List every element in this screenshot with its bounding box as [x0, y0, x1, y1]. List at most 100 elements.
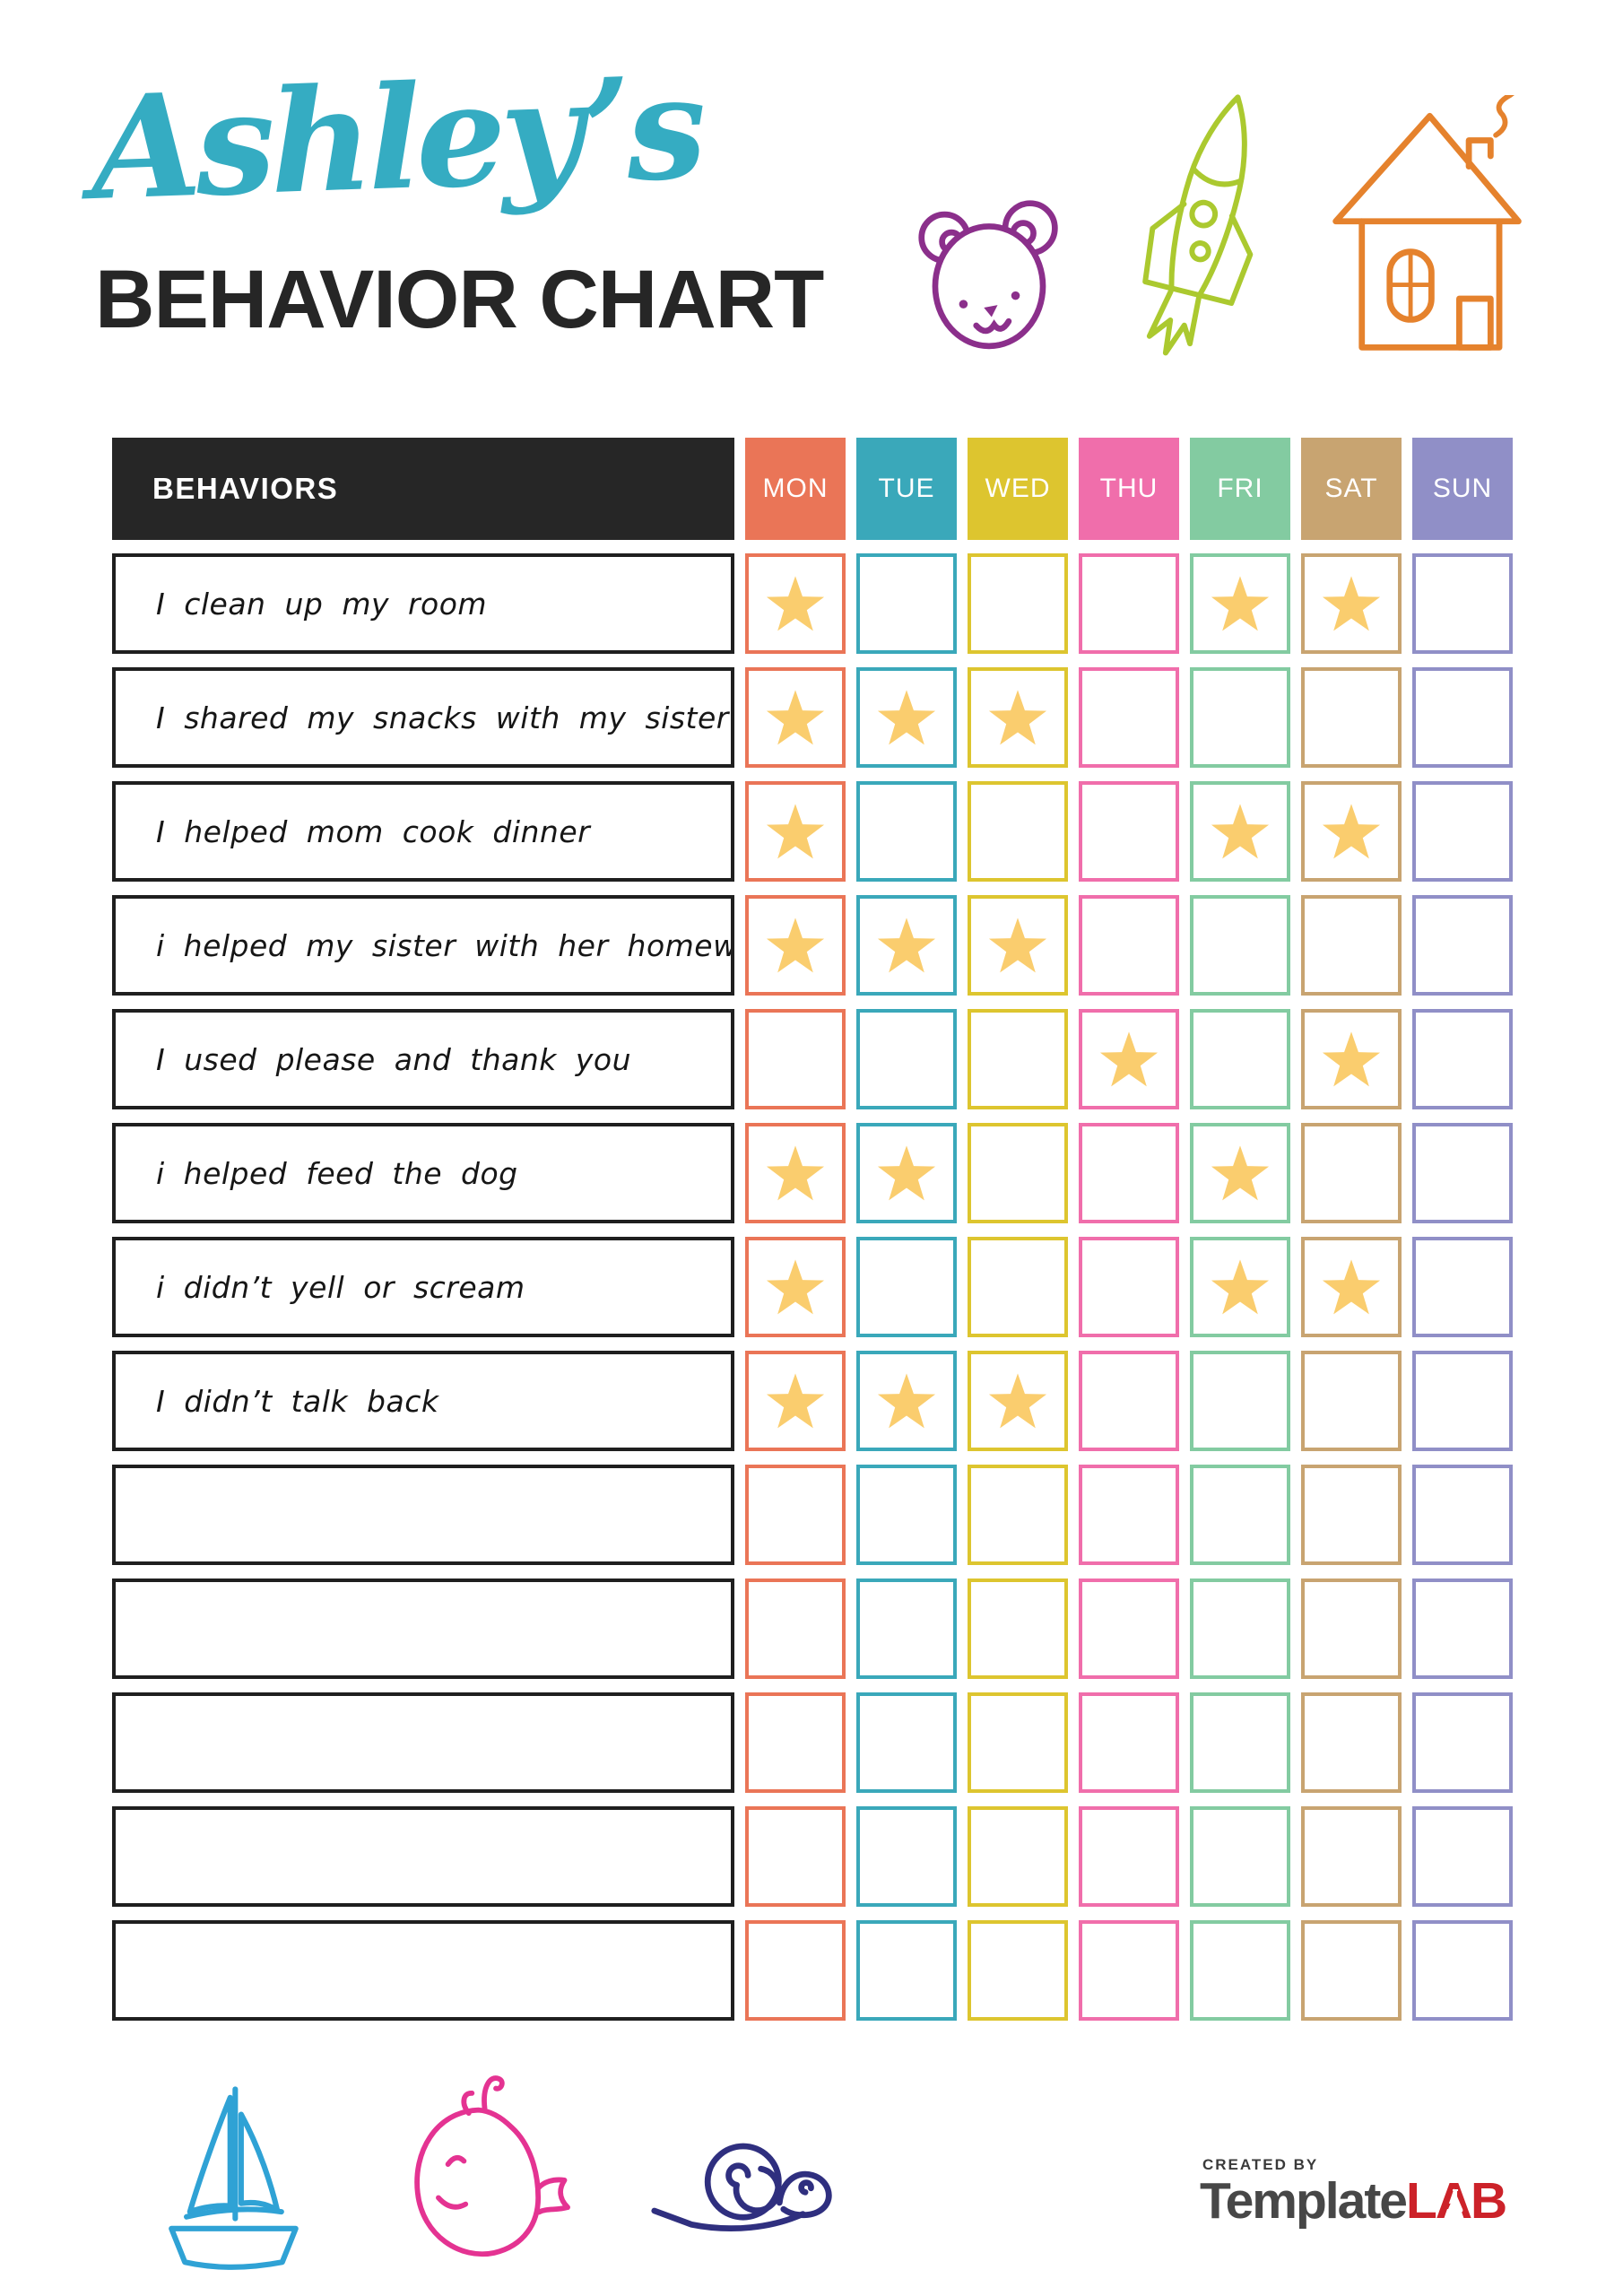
star-cell-wed-row-13[interactable]: [968, 1920, 1068, 2021]
star-cell-wed-row-11[interactable]: [968, 1692, 1068, 1793]
star-cell-tue-row-5[interactable]: [856, 1009, 957, 1109]
star-cell-fri-row-2[interactable]: [1190, 667, 1290, 768]
star-cell-thu-row-4[interactable]: [1079, 895, 1179, 996]
star-cell-fri-row-3[interactable]: [1190, 781, 1290, 882]
star-cell-wed-row-10[interactable]: [968, 1578, 1068, 1679]
star-cell-mon-row-9[interactable]: [745, 1465, 846, 1565]
sailboat-icon: [135, 2077, 332, 2283]
star-cell-mon-row-6[interactable]: [745, 1123, 846, 1223]
star-cell-tue-row-3[interactable]: [856, 781, 957, 882]
star-cell-sat-row-13[interactable]: [1301, 1920, 1402, 2021]
star-cell-tue-row-13[interactable]: [856, 1920, 957, 2021]
star-cell-tue-row-12[interactable]: [856, 1806, 957, 1907]
star-cell-sun-row-9[interactable]: [1412, 1465, 1513, 1565]
star-cell-sun-row-10[interactable]: [1412, 1578, 1513, 1679]
star-cell-mon-row-3[interactable]: [745, 781, 846, 882]
star-cell-wed-row-2[interactable]: [968, 667, 1068, 768]
star-cell-thu-row-8[interactable]: [1079, 1351, 1179, 1451]
star-cell-fri-row-4[interactable]: [1190, 895, 1290, 996]
star-cell-wed-row-3[interactable]: [968, 781, 1068, 882]
star-cell-sat-row-11[interactable]: [1301, 1692, 1402, 1793]
star-cell-thu-row-11[interactable]: [1079, 1692, 1179, 1793]
star-cell-sun-row-2[interactable]: [1412, 667, 1513, 768]
star-cell-tue-row-9[interactable]: [856, 1465, 957, 1565]
star-cell-tue-row-2[interactable]: [856, 667, 957, 768]
star-cell-fri-row-12[interactable]: [1190, 1806, 1290, 1907]
star-cell-thu-row-1[interactable]: [1079, 553, 1179, 654]
star-cell-thu-row-7[interactable]: [1079, 1237, 1179, 1337]
star-icon: [988, 1373, 1047, 1429]
star-cell-mon-row-4[interactable]: [745, 895, 846, 996]
star-cell-mon-row-8[interactable]: [745, 1351, 846, 1451]
star-cell-sat-row-6[interactable]: [1301, 1123, 1402, 1223]
star-cell-sat-row-10[interactable]: [1301, 1578, 1402, 1679]
star-cell-sat-row-2[interactable]: [1301, 667, 1402, 768]
star-cell-sat-row-4[interactable]: [1301, 895, 1402, 996]
star-cell-wed-row-12[interactable]: [968, 1806, 1068, 1907]
star-cell-thu-row-12[interactable]: [1079, 1806, 1179, 1907]
star-cell-fri-row-11[interactable]: [1190, 1692, 1290, 1793]
star-cell-wed-row-9[interactable]: [968, 1465, 1068, 1565]
star-cell-sun-row-11[interactable]: [1412, 1692, 1513, 1793]
star-cell-fri-row-9[interactable]: [1190, 1465, 1290, 1565]
star-icon: [1211, 1145, 1270, 1201]
star-cell-tue-row-8[interactable]: [856, 1351, 957, 1451]
star-cell-sat-row-7[interactable]: [1301, 1237, 1402, 1337]
star-cell-sat-row-9[interactable]: [1301, 1465, 1402, 1565]
behavior-label-row-4: i helped my sister with her homework: [112, 895, 734, 996]
star-cell-mon-row-5[interactable]: [745, 1009, 846, 1109]
star-cell-wed-row-8[interactable]: [968, 1351, 1068, 1451]
star-cell-fri-row-7[interactable]: [1190, 1237, 1290, 1337]
star-cell-mon-row-2[interactable]: [745, 667, 846, 768]
star-cell-sun-row-8[interactable]: [1412, 1351, 1513, 1451]
star-cell-wed-row-7[interactable]: [968, 1237, 1068, 1337]
rocket-icon: [1132, 81, 1280, 386]
star-icon: [766, 690, 825, 745]
star-cell-sun-row-6[interactable]: [1412, 1123, 1513, 1223]
star-cell-sun-row-4[interactable]: [1412, 895, 1513, 996]
star-cell-wed-row-4[interactable]: [968, 895, 1068, 996]
star-cell-wed-row-6[interactable]: [968, 1123, 1068, 1223]
star-cell-sun-row-13[interactable]: [1412, 1920, 1513, 2021]
star-cell-thu-row-6[interactable]: [1079, 1123, 1179, 1223]
star-cell-sat-row-5[interactable]: [1301, 1009, 1402, 1109]
star-cell-mon-row-7[interactable]: [745, 1237, 846, 1337]
star-cell-wed-row-5[interactable]: [968, 1009, 1068, 1109]
star-cell-fri-row-8[interactable]: [1190, 1351, 1290, 1451]
star-cell-wed-row-1[interactable]: [968, 553, 1068, 654]
star-cell-sat-row-3[interactable]: [1301, 781, 1402, 882]
star-cell-thu-row-9[interactable]: [1079, 1465, 1179, 1565]
behavior-label-row-13: [112, 1920, 734, 2021]
star-cell-tue-row-6[interactable]: [856, 1123, 957, 1223]
star-cell-tue-row-7[interactable]: [856, 1237, 957, 1337]
star-cell-sun-row-7[interactable]: [1412, 1237, 1513, 1337]
star-cell-tue-row-10[interactable]: [856, 1578, 957, 1679]
star-cell-thu-row-10[interactable]: [1079, 1578, 1179, 1679]
star-cell-fri-row-6[interactable]: [1190, 1123, 1290, 1223]
star-cell-thu-row-3[interactable]: [1079, 781, 1179, 882]
star-cell-mon-row-12[interactable]: [745, 1806, 846, 1907]
star-cell-sun-row-1[interactable]: [1412, 553, 1513, 654]
star-cell-sat-row-12[interactable]: [1301, 1806, 1402, 1907]
star-cell-thu-row-5[interactable]: [1079, 1009, 1179, 1109]
behavior-label-row-8: I didn’t talk back: [112, 1351, 734, 1451]
star-cell-sat-row-1[interactable]: [1301, 553, 1402, 654]
star-cell-tue-row-1[interactable]: [856, 553, 957, 654]
star-cell-mon-row-1[interactable]: [745, 553, 846, 654]
star-cell-mon-row-11[interactable]: [745, 1692, 846, 1793]
star-cell-sun-row-5[interactable]: [1412, 1009, 1513, 1109]
star-cell-fri-row-13[interactable]: [1190, 1920, 1290, 2021]
behavior-label-row-10: [112, 1578, 734, 1679]
star-cell-thu-row-2[interactable]: [1079, 667, 1179, 768]
star-cell-fri-row-1[interactable]: [1190, 553, 1290, 654]
star-cell-fri-row-10[interactable]: [1190, 1578, 1290, 1679]
star-cell-mon-row-10[interactable]: [745, 1578, 846, 1679]
star-cell-thu-row-13[interactable]: [1079, 1920, 1179, 2021]
star-cell-mon-row-13[interactable]: [745, 1920, 846, 2021]
star-cell-sat-row-8[interactable]: [1301, 1351, 1402, 1451]
star-cell-tue-row-4[interactable]: [856, 895, 957, 996]
star-cell-tue-row-11[interactable]: [856, 1692, 957, 1793]
star-cell-fri-row-5[interactable]: [1190, 1009, 1290, 1109]
star-cell-sun-row-3[interactable]: [1412, 781, 1513, 882]
star-cell-sun-row-12[interactable]: [1412, 1806, 1513, 1907]
